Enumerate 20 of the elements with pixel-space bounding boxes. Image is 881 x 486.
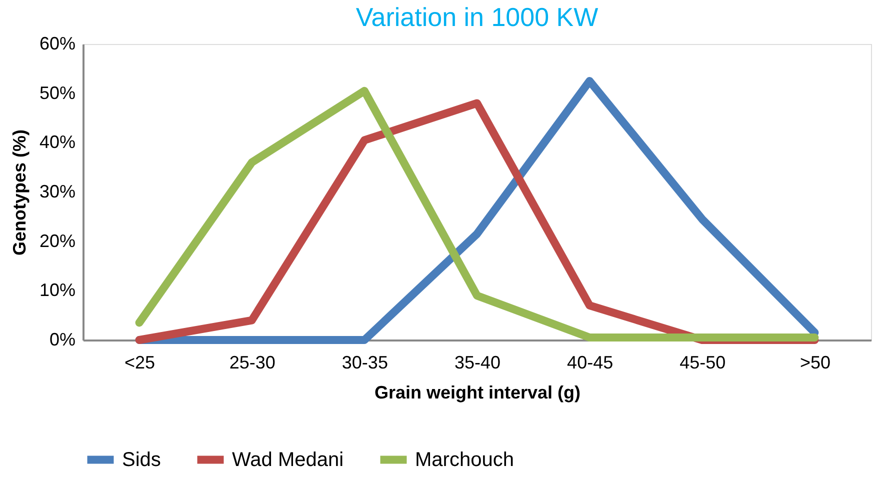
x-tick-label: 35-40 xyxy=(454,352,501,372)
x-tick-label: 40-45 xyxy=(567,352,614,372)
x-tick-label: >50 xyxy=(800,352,830,372)
y-tick-label: 10% xyxy=(39,280,76,300)
x-tick-label: <25 xyxy=(124,352,156,372)
legend-label: Sids xyxy=(122,448,161,471)
legend-label: Wad Medani xyxy=(232,448,344,471)
y-tick-label: 0% xyxy=(49,330,76,350)
y-tick-label: 60% xyxy=(39,34,76,54)
legend-label: Marchouch xyxy=(415,448,514,471)
y-tick-label: 50% xyxy=(39,82,76,103)
y-tick-label: 20% xyxy=(39,230,76,251)
x-axis-title: Grain weight interval (g) xyxy=(374,382,581,402)
x-tick-label: 25-30 xyxy=(229,352,276,372)
x-tick-label: 45-50 xyxy=(680,352,726,372)
x-tick-label: 30-35 xyxy=(342,352,388,372)
y-tick-label: 30% xyxy=(39,182,76,202)
y-axis-title: Genotypes (%) xyxy=(9,129,30,256)
y-tick-label: 40% xyxy=(39,132,76,152)
chart-title: Variation in 1000 KW xyxy=(356,2,599,32)
